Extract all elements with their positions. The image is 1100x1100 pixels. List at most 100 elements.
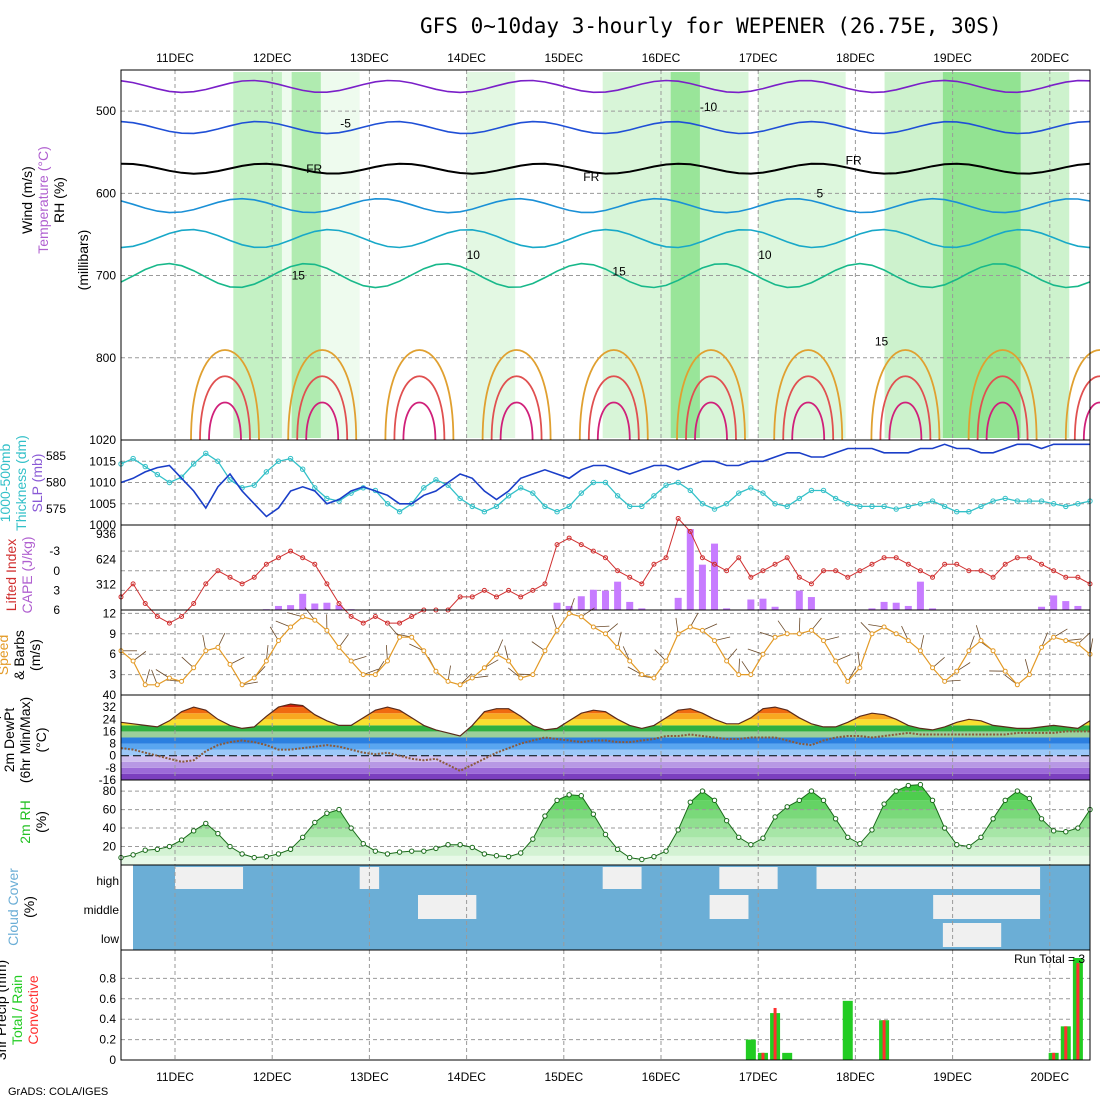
li-point xyxy=(324,581,330,587)
warm-contour xyxy=(296,375,349,441)
rh-tick: 60 xyxy=(103,803,117,817)
cape-bar xyxy=(771,606,779,610)
cloud-block xyxy=(359,867,380,889)
wind-barb xyxy=(702,623,718,631)
thickness-point xyxy=(687,487,693,494)
temp-tick: -8 xyxy=(105,761,116,775)
wind-barb xyxy=(1053,628,1068,638)
wind-speed-point xyxy=(893,631,899,637)
thickness-point xyxy=(203,450,209,456)
warm-contour xyxy=(888,401,923,441)
li-tick: 0 xyxy=(53,564,60,578)
cloud-block xyxy=(709,895,749,919)
temp-tick: 32 xyxy=(103,700,117,714)
rh-point xyxy=(772,814,778,820)
temp-band xyxy=(121,749,1090,756)
cape-bar xyxy=(577,596,585,610)
thickness-point xyxy=(493,503,500,510)
wind-speed-point xyxy=(930,665,936,671)
panel-frame xyxy=(120,949,1091,1061)
wind-speed-point xyxy=(942,678,948,684)
cloud-panel: high middle low Cloud Cover (%) xyxy=(5,864,1091,951)
thickness-point xyxy=(469,503,475,510)
rh-point xyxy=(1038,816,1045,822)
li-point xyxy=(760,568,766,574)
warm-contour xyxy=(587,375,640,441)
wind-speed-point xyxy=(263,658,269,664)
rh-point xyxy=(178,837,185,843)
rh-point xyxy=(1026,795,1033,802)
wind-tick: 9 xyxy=(109,627,116,641)
wind-barb xyxy=(151,669,158,685)
precip-convective-bar xyxy=(773,1007,777,1060)
warm-contour xyxy=(879,375,932,441)
date-label-bottom: 16DEC xyxy=(642,1070,681,1084)
li-tick: 3 xyxy=(53,583,60,597)
wind-barb xyxy=(484,659,499,669)
thickness-point xyxy=(142,463,148,470)
wind-barb xyxy=(956,662,971,672)
cape-bar xyxy=(287,605,295,610)
rh-band xyxy=(121,837,1090,847)
upper-air-panel: 500 600 700 800 -5 -10 FR FR FR 5 10 10 15 15 15 Wind (… xyxy=(19,69,1100,441)
rh-point xyxy=(299,834,306,840)
wind-barb xyxy=(132,651,147,662)
wind-barb xyxy=(229,656,245,665)
cape-bar xyxy=(1062,601,1070,610)
date-label-bottom: 17DEC xyxy=(739,1070,778,1084)
cloud-level-label: middle xyxy=(84,903,120,917)
rh-point xyxy=(1014,788,1021,794)
date-label-bottom: 13DEC xyxy=(350,1070,389,1084)
rh-point xyxy=(978,834,984,840)
axis-label: Temperature (°C) xyxy=(35,146,51,254)
rh-point xyxy=(348,825,354,831)
wind-speed-point xyxy=(603,631,608,637)
wind-speed-point xyxy=(833,658,839,664)
temperature-contour xyxy=(120,120,1091,135)
rh-point xyxy=(990,816,996,822)
pressure-tick: 700 xyxy=(96,269,116,283)
wind-barb xyxy=(777,620,788,635)
precip-tick: 0.8 xyxy=(99,971,116,985)
thickness-point xyxy=(481,509,488,515)
cape-bar xyxy=(795,590,803,610)
li-point xyxy=(372,614,378,620)
cloud-block xyxy=(602,867,642,889)
wind-barb xyxy=(798,617,801,634)
rh-point xyxy=(941,825,948,831)
wind-speed-point xyxy=(409,634,415,640)
temp-band xyxy=(121,767,1090,774)
rh-band xyxy=(121,846,1090,856)
li-point xyxy=(651,561,657,567)
wind-speed-point xyxy=(300,614,306,620)
wind-barb xyxy=(217,632,226,648)
wind-speed-point xyxy=(566,610,572,616)
li-point xyxy=(348,614,354,620)
warm-contour xyxy=(1082,401,1100,441)
wind-speed-point xyxy=(615,644,621,650)
axis-label: 3hr Precip (mm) xyxy=(0,960,9,1060)
rh-point xyxy=(554,797,560,804)
thickness-point xyxy=(457,495,463,502)
wind-barb xyxy=(759,631,776,638)
rh-point xyxy=(748,841,754,848)
date-label-top: 18DEC xyxy=(836,51,875,65)
wind-speed-point xyxy=(215,644,221,650)
li-point xyxy=(166,620,172,626)
pressure-tick: 600 xyxy=(96,186,116,200)
wind-barb xyxy=(811,617,822,631)
temperature-contour xyxy=(120,79,1091,94)
wind-barb xyxy=(385,645,388,662)
warm-contour xyxy=(402,401,437,441)
wind-barb xyxy=(388,624,400,638)
thickness-point xyxy=(433,477,439,483)
wind-speed-point xyxy=(881,624,887,630)
rh-point xyxy=(457,841,463,848)
wind-speed-point xyxy=(687,624,693,630)
cape-bar xyxy=(311,603,319,610)
wind-barb xyxy=(155,669,170,679)
axis-label: 2m DewPt xyxy=(1,708,17,773)
axis-label: Thickness (dm) xyxy=(13,435,29,531)
li-point xyxy=(191,600,197,606)
